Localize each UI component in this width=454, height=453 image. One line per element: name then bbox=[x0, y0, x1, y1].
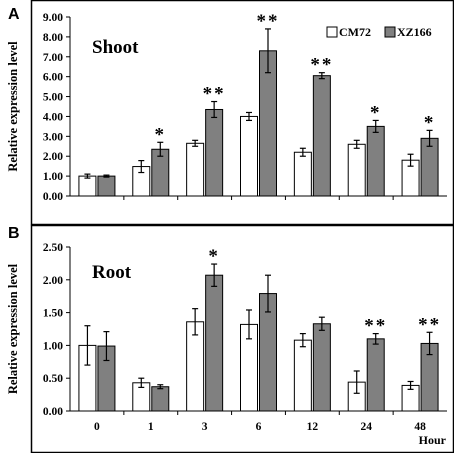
x-tick-label: 24 bbox=[360, 421, 372, 433]
bar-xz166 bbox=[366, 338, 385, 412]
bar-cm72 bbox=[78, 175, 97, 197]
y-tick-label: 1.00 bbox=[43, 340, 63, 352]
significance-mark: * bbox=[424, 112, 436, 133]
panel-b: B 0.00 0.50 1.00 1.50 2.00 2.50 Relative expres… bbox=[6, 224, 454, 453]
bar-xz166 bbox=[366, 125, 385, 197]
significance-mark: ** bbox=[418, 314, 441, 335]
significance-mark: * bbox=[370, 102, 382, 123]
bar-cm72 bbox=[186, 142, 205, 197]
panel-title: Root bbox=[92, 262, 132, 283]
bar-xz166 bbox=[312, 75, 331, 197]
bar-cm72 bbox=[347, 143, 366, 197]
y-axis-label: Relative expression level bbox=[6, 41, 20, 172]
panel-letter: A bbox=[8, 6, 20, 23]
y-tick-label: 2.00 bbox=[43, 151, 63, 163]
y-tick-label: 4.00 bbox=[43, 111, 63, 123]
y-axis-label: Relative expression level bbox=[6, 263, 20, 394]
y-tick-label: 0.50 bbox=[43, 373, 63, 385]
legend-label-cm72: CM72 bbox=[339, 25, 371, 39]
bar-xz166 bbox=[205, 274, 224, 412]
x-tick-label: 0 bbox=[94, 421, 100, 433]
significance-mark: * bbox=[155, 124, 167, 145]
bar-cm72 bbox=[293, 339, 312, 412]
bar-cm72 bbox=[240, 115, 258, 197]
y-tick-label: 0.00 bbox=[43, 191, 63, 203]
y-tick-label: 1.50 bbox=[43, 308, 63, 320]
y-tick-label: 2.50 bbox=[43, 242, 63, 254]
y-tick-label: 2.00 bbox=[43, 275, 63, 287]
bar-xz166 bbox=[420, 137, 439, 197]
x-tick-label: 1 bbox=[148, 421, 154, 433]
bar-xz166 bbox=[205, 108, 224, 197]
panel-title: Shoot bbox=[92, 37, 139, 58]
bar-xz166 bbox=[97, 175, 116, 197]
y-tick-label: 3.00 bbox=[43, 131, 63, 143]
legend-swatch-cm72 bbox=[326, 26, 338, 38]
bar-xz166 bbox=[151, 386, 170, 412]
x-tick-label: 12 bbox=[307, 421, 319, 433]
x-tick-label: 6 bbox=[256, 421, 262, 433]
x-axis-label: Hour bbox=[419, 433, 447, 447]
x-tick-label: 3 bbox=[202, 421, 208, 433]
significance-mark: ** bbox=[364, 316, 387, 337]
panel-a: A 0.00 1.00 2.00 3.00 4.00 5.00 6.00 7.00 8.00 9.0… bbox=[6, 0, 454, 226]
y-tick-label: 5.00 bbox=[43, 92, 63, 104]
significance-mark: ** bbox=[310, 55, 333, 76]
significance-mark: * bbox=[208, 246, 220, 267]
y-tick-label: 6.00 bbox=[43, 72, 63, 84]
y-tick-label: 0.00 bbox=[43, 406, 63, 418]
y-tick-label: 9.00 bbox=[43, 12, 63, 24]
significance-mark: ** bbox=[203, 84, 226, 105]
legend-label-xz166: XZ166 bbox=[397, 25, 432, 39]
panel-letter: B bbox=[8, 225, 20, 242]
bar-cm72 bbox=[293, 151, 312, 197]
y-tick-label: 1.00 bbox=[43, 171, 63, 183]
legend-swatch-xz166 bbox=[384, 26, 396, 38]
x-tick-label: 48 bbox=[414, 421, 426, 433]
y-tick-label: 7.00 bbox=[43, 52, 63, 64]
significance-mark: ** bbox=[257, 11, 280, 32]
bar-xz166 bbox=[312, 323, 331, 412]
y-tick-label: 8.00 bbox=[43, 32, 63, 44]
